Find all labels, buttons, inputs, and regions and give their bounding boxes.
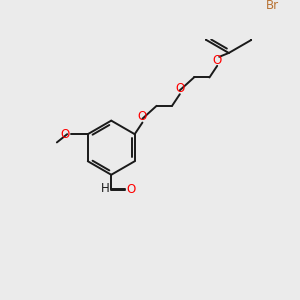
Text: O: O xyxy=(61,128,70,141)
Text: O: O xyxy=(213,54,222,67)
Text: Br: Br xyxy=(266,0,279,12)
Text: O: O xyxy=(138,110,147,123)
Text: O: O xyxy=(175,82,184,95)
Text: H: H xyxy=(100,182,109,195)
Text: O: O xyxy=(127,183,136,196)
